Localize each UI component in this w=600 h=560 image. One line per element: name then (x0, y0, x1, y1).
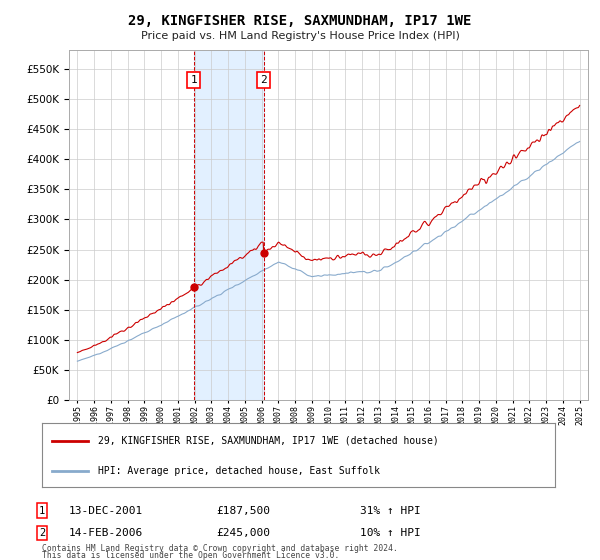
Text: 14-FEB-2006: 14-FEB-2006 (69, 528, 143, 538)
Text: 29, KINGFISHER RISE, SAXMUNDHAM, IP17 1WE (detached house): 29, KINGFISHER RISE, SAXMUNDHAM, IP17 1W… (98, 436, 439, 446)
Text: Contains HM Land Registry data © Crown copyright and database right 2024.: Contains HM Land Registry data © Crown c… (42, 544, 398, 553)
Text: £245,000: £245,000 (216, 528, 270, 538)
Text: 29, KINGFISHER RISE, SAXMUNDHAM, IP17 1WE: 29, KINGFISHER RISE, SAXMUNDHAM, IP17 1W… (128, 14, 472, 28)
Text: Price paid vs. HM Land Registry's House Price Index (HPI): Price paid vs. HM Land Registry's House … (140, 31, 460, 41)
Text: 1: 1 (190, 75, 197, 85)
Text: £187,500: £187,500 (216, 506, 270, 516)
Bar (194, 50, 263, 400)
Text: 2: 2 (260, 75, 267, 85)
Text: 31% ↑ HPI: 31% ↑ HPI (360, 506, 421, 516)
Text: 13-DEC-2001: 13-DEC-2001 (69, 506, 143, 516)
Text: This data is licensed under the Open Government Licence v3.0.: This data is licensed under the Open Gov… (42, 551, 340, 560)
Text: 2: 2 (39, 528, 45, 538)
Text: 1: 1 (39, 506, 45, 516)
Text: HPI: Average price, detached house, East Suffolk: HPI: Average price, detached house, East… (98, 466, 380, 476)
Text: 10% ↑ HPI: 10% ↑ HPI (360, 528, 421, 538)
